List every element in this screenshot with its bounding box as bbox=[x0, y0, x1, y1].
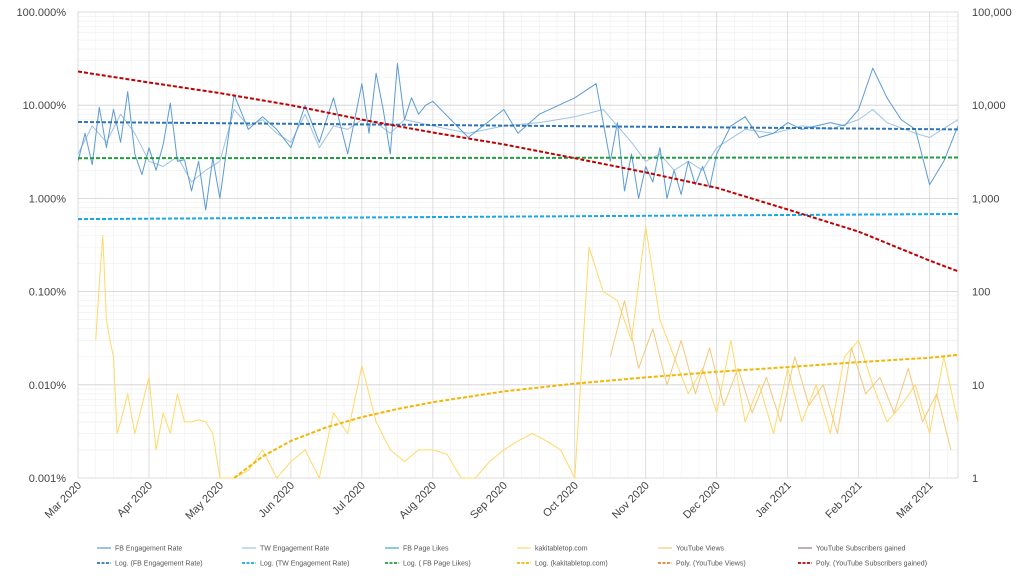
y-left-tick-label: 0.100% bbox=[29, 287, 67, 299]
major-gridlines bbox=[77, 11, 959, 479]
series-line-log-kakitabletop-com bbox=[233, 353, 958, 479]
series-line-log-fb-engagement-rate bbox=[78, 121, 958, 131]
legend-label: Log. (TW Engagement Rate) bbox=[260, 561, 350, 568]
x-tick-label: Mar 2021 bbox=[894, 480, 935, 521]
legend-label: Poly. (YouTube Subscribers gained) bbox=[816, 561, 927, 568]
x-tick-label: Oct 2020 bbox=[541, 480, 581, 520]
y-right-tick-label: 1 bbox=[972, 473, 978, 485]
y-left-tick-label: 0.001% bbox=[29, 473, 67, 485]
x-tick-label: Aug 2020 bbox=[397, 480, 439, 522]
series-line-kakitabletop-com bbox=[95, 226, 958, 479]
y-right-tick-label: 1,000 bbox=[972, 193, 1000, 205]
legend-label: YouTube Subscribers gained bbox=[816, 546, 905, 553]
x-tick-label: Sep 2020 bbox=[468, 480, 510, 522]
x-axis: Mar 2020 Apr 2020 May 2020 Jun 2020 Jul 2020… bbox=[43, 480, 936, 523]
y-left-tick-label: 1.000% bbox=[29, 193, 67, 205]
series-line-log-tw-engagement-rate bbox=[78, 213, 958, 221]
x-tick-label: Jul 2020 bbox=[330, 480, 368, 518]
legend-label: TW Engagement Rate bbox=[260, 546, 329, 553]
x-tick-label: Jun 2020 bbox=[257, 480, 297, 520]
y-left-tick-label: 0.010% bbox=[29, 380, 67, 392]
minor-gridlines bbox=[78, 12, 958, 478]
y-right-tick-label: 100,000 bbox=[972, 7, 1012, 19]
x-tick-label: Apr 2020 bbox=[115, 480, 155, 520]
legend-label: Log. ( FB Page Likes) bbox=[403, 561, 471, 568]
series-layer bbox=[78, 63, 958, 479]
legend-label: FB Engagement Rate bbox=[115, 546, 182, 553]
legend-label: Log. (kakitabletop.com) bbox=[535, 561, 608, 568]
series-line-log-fb-page-likes bbox=[78, 156, 958, 160]
legend-label: kakitabletop.com bbox=[535, 546, 588, 553]
x-tick-label: Nov 2020 bbox=[610, 480, 652, 522]
legend-label: YouTube Views bbox=[676, 546, 724, 553]
y-right-tick-label: 10 bbox=[972, 380, 984, 392]
series-line-poly-youtube-subscribers-gained bbox=[78, 70, 958, 273]
series-line-youtube-views bbox=[609, 300, 952, 451]
legend-label: FB Page Likes bbox=[403, 546, 449, 553]
y-right-axis: 100,000 10,000 1,000 100 10 1 bbox=[972, 7, 1012, 485]
x-tick-label: May 2020 bbox=[183, 480, 226, 523]
y-left-tick-label: 10.000% bbox=[23, 100, 67, 112]
x-tick-label: Mar 2020 bbox=[43, 480, 84, 521]
x-tick-label: Dec 2020 bbox=[681, 480, 723, 522]
series-line-tw-engagement-rate bbox=[78, 109, 958, 183]
legend-label: Log. (FB Engagement Rate) bbox=[115, 561, 203, 568]
y-right-tick-label: 10,000 bbox=[972, 100, 1006, 112]
y-left-axis: 100.000% 10.000% 1.000% 0.100% 0.010% 0.001% bbox=[16, 7, 66, 485]
y-left-tick-label: 100.000% bbox=[16, 7, 66, 19]
legend: FB Engagement Rate TW Engagement Rate FB P… bbox=[97, 546, 927, 568]
x-tick-label: Feb 2021 bbox=[823, 480, 864, 521]
series-line-fb-engagement-rate bbox=[78, 63, 958, 211]
x-tick-label: Jan 2021 bbox=[753, 480, 793, 520]
y-right-tick-label: 100 bbox=[972, 287, 990, 299]
legend-label: Poly. (YouTube Views) bbox=[676, 561, 746, 568]
